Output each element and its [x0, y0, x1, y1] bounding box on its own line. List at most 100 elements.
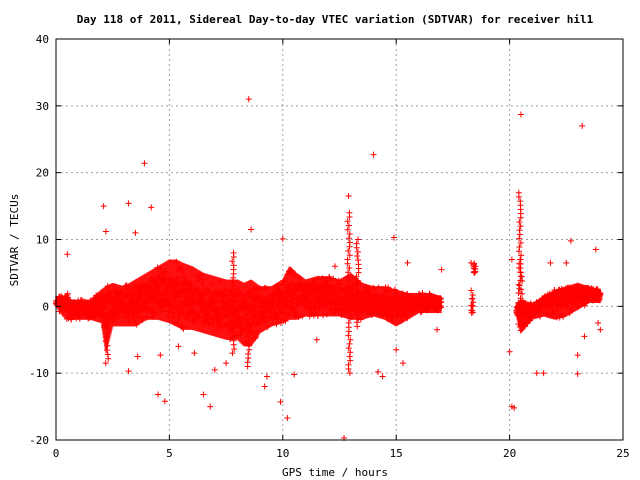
data-point — [345, 332, 352, 339]
data-point — [345, 345, 352, 352]
x-tick-label: 20 — [503, 447, 516, 460]
data-point — [228, 287, 235, 294]
data-point — [346, 231, 353, 238]
data-point — [345, 248, 352, 255]
data-point — [207, 403, 214, 410]
data-point — [375, 368, 382, 375]
data-point — [228, 325, 235, 332]
data-point — [231, 312, 238, 319]
data-point — [574, 370, 581, 377]
data-point — [104, 342, 111, 349]
data-point — [346, 209, 353, 216]
data-point — [519, 308, 526, 315]
data-point — [390, 234, 397, 241]
data-point — [517, 256, 524, 263]
data-point — [105, 321, 112, 328]
data-point — [516, 316, 523, 323]
data-point — [345, 269, 352, 276]
y-tick-label: -10 — [29, 367, 49, 380]
data-point — [517, 198, 524, 205]
data-point — [345, 222, 352, 229]
data-point — [518, 252, 525, 259]
data-point — [230, 337, 237, 344]
data-point — [434, 326, 441, 333]
data-point — [353, 273, 360, 280]
data-point — [345, 282, 352, 289]
data-point — [245, 96, 252, 103]
data-point — [346, 370, 353, 377]
data-point — [291, 371, 298, 378]
data-point — [211, 366, 218, 373]
data-point — [200, 391, 207, 398]
data-point — [468, 259, 475, 266]
data-point — [518, 273, 525, 280]
data-point — [404, 259, 411, 266]
data-point — [355, 277, 362, 284]
data-point — [245, 350, 252, 357]
data-point — [64, 251, 71, 258]
axis-ticks: 0 5 10 15 20 25 -20 -10 0 10 20 30 40 — [29, 33, 630, 460]
data-point — [155, 391, 162, 398]
data-point — [102, 360, 109, 367]
data-point — [347, 307, 354, 314]
data-point — [355, 302, 362, 309]
data-point — [354, 248, 361, 255]
data-point — [540, 370, 547, 377]
data-point — [331, 263, 338, 270]
data-point — [345, 320, 352, 327]
chart-title: Day 118 of 2011, Sidereal Day-to-day VTE… — [77, 13, 594, 26]
data-point — [345, 193, 352, 200]
data-point — [516, 244, 523, 251]
data-point — [345, 303, 352, 310]
data-point — [244, 359, 251, 366]
data-point — [516, 227, 523, 234]
data-point — [547, 259, 554, 266]
data-point — [230, 249, 237, 256]
data-point — [134, 353, 141, 360]
data-point — [379, 373, 386, 380]
data-points — [52, 96, 604, 441]
data-point — [346, 340, 353, 347]
data-point — [103, 316, 110, 323]
data-point — [344, 226, 351, 233]
data-point — [468, 287, 475, 294]
data-point — [468, 295, 475, 302]
data-point — [125, 368, 132, 375]
data-point — [519, 290, 526, 297]
data-point — [393, 346, 400, 353]
data-point — [517, 239, 524, 246]
data-point — [595, 320, 602, 327]
data-point — [157, 352, 164, 359]
data-point — [148, 204, 155, 211]
data-point — [515, 289, 522, 296]
data-point — [230, 262, 237, 269]
grid-lines — [56, 39, 623, 440]
data-point — [229, 308, 236, 315]
data-point — [346, 252, 353, 259]
data-point — [263, 373, 270, 380]
data-point — [229, 258, 236, 265]
data-point — [567, 237, 574, 244]
data-point — [346, 286, 353, 293]
data-point — [345, 294, 352, 301]
x-tick-label: 5 — [166, 447, 173, 460]
data-point — [347, 357, 354, 364]
x-tick-label: 25 — [616, 447, 629, 460]
data-point — [230, 291, 237, 298]
data-point — [230, 283, 237, 290]
data-point — [229, 350, 236, 357]
data-point — [230, 320, 237, 327]
data-point — [223, 360, 230, 367]
data-point — [279, 235, 286, 242]
data-point — [284, 414, 291, 421]
data-point — [347, 349, 354, 356]
data-point — [370, 151, 377, 158]
data-point — [438, 266, 445, 273]
data-point — [574, 352, 581, 359]
data-point — [471, 265, 478, 272]
data-point — [345, 235, 352, 242]
data-point — [125, 200, 132, 207]
data-point — [353, 240, 360, 247]
data-point — [347, 311, 354, 318]
